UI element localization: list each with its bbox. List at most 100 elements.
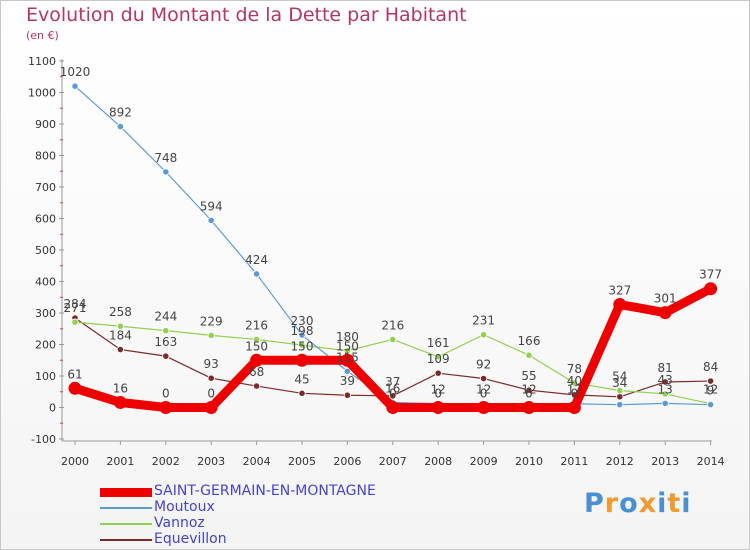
data-label: 84 [703,360,718,374]
data-point [298,331,306,339]
x-tick-label: 2010 [515,455,543,468]
data-point [386,401,400,414]
data-point [162,352,170,360]
x-tick-label: 2004 [243,455,271,468]
data-point [340,353,354,367]
y-tick-label: 600 [35,213,56,226]
data-label: 184 [109,329,132,343]
data-point [616,401,624,409]
data-point [616,393,624,401]
x-tick-label: 2003 [197,455,225,468]
data-point [343,391,351,399]
data-point [567,401,581,414]
data-label: 377 [699,268,722,282]
data-point [71,318,79,326]
data-point [434,353,442,361]
data-label: 892 [109,106,132,120]
data-label: 12 [703,383,718,397]
data-point [477,401,491,414]
data-label: 258 [109,305,132,319]
data-point [661,378,669,386]
data-point [343,367,351,375]
data-label: 12 [567,383,582,397]
data-label: 12 [431,383,446,397]
data-label: 0 [525,387,533,401]
logo-letter: P [584,488,605,519]
legend-label: Vannoz [154,515,205,531]
legend-label: SAINT-GERMAIN-EN-MONTAGNE [154,483,376,499]
data-point [295,353,309,367]
data-label: 0 [207,387,215,401]
data-label: 0 [389,387,397,401]
data-label: 284 [64,297,87,311]
data-label: 231 [472,314,495,328]
logo-letter: i [657,488,668,519]
x-tick-label: 2009 [470,455,498,468]
data-label: 40 [567,374,582,388]
data-label: 109 [427,352,450,366]
legend-label: Moutoux [154,499,215,515]
data-point [253,335,261,344]
data-label: 45 [294,372,309,386]
data-point [71,82,79,90]
data-label: 68 [249,365,264,379]
x-tick-label: 2000 [61,455,89,468]
data-point [113,395,127,409]
y-tick-label: -100 [31,433,56,446]
data-label: 0 [480,387,488,401]
chart-title: Evolution du Montant de la Dette par Hab… [26,4,467,26]
y-tick-label: 800 [35,150,56,163]
data-point [159,401,173,414]
data-point [389,335,397,344]
legend-swatch [100,507,152,509]
logo-letter: t [667,488,682,519]
data-label: 16 [113,381,128,395]
data-label: 16 [385,381,400,395]
logo-letter: x [638,488,658,519]
data-label: 180 [336,330,359,344]
data-point [207,216,215,224]
y-tick-label: 900 [35,118,56,131]
series-line-moutoux [74,85,711,406]
data-label: 92 [476,358,491,372]
y-tick-label: 300 [35,307,56,320]
y-tick-label: 400 [35,276,56,289]
data-point [661,390,669,398]
data-label: 0 [162,387,170,401]
data-label: 1020 [60,65,91,79]
data-point [434,369,442,377]
logo-letter: o [619,488,639,519]
data-label: 78 [567,362,582,376]
y-tick-label: 1100 [28,55,56,68]
data-label: 216 [381,318,404,332]
data-label: 594 [200,199,223,213]
data-point [207,331,215,339]
data-label: 198 [291,324,314,338]
data-label: 166 [518,334,541,348]
data-label: 61 [67,367,82,381]
data-label: 93 [204,357,219,371]
x-tick-label: 2012 [606,455,634,468]
x-tick-label: 2007 [379,455,407,468]
data-point [250,353,264,367]
data-label: 150 [245,339,268,353]
data-point [479,331,488,339]
data-label: 0 [434,387,442,401]
data-point [298,389,306,397]
legend-swatch [100,523,152,525]
x-tick-label: 2001 [106,455,134,468]
logo-letter: r [604,488,620,519]
data-label: 81 [658,361,673,375]
legend-swatch [100,539,152,541]
data-point [616,386,624,395]
data-label: 13 [658,382,673,396]
data-label: 163 [154,335,177,349]
data-label: 150 [336,339,359,353]
y-tick-label: 500 [35,244,56,257]
data-label: 150 [291,339,314,353]
data-label: 12 [521,383,536,397]
data-label: 0 [571,387,579,401]
legend-swatch [100,488,152,497]
y-tick-label: 0 [49,402,56,415]
data-point [204,401,218,414]
